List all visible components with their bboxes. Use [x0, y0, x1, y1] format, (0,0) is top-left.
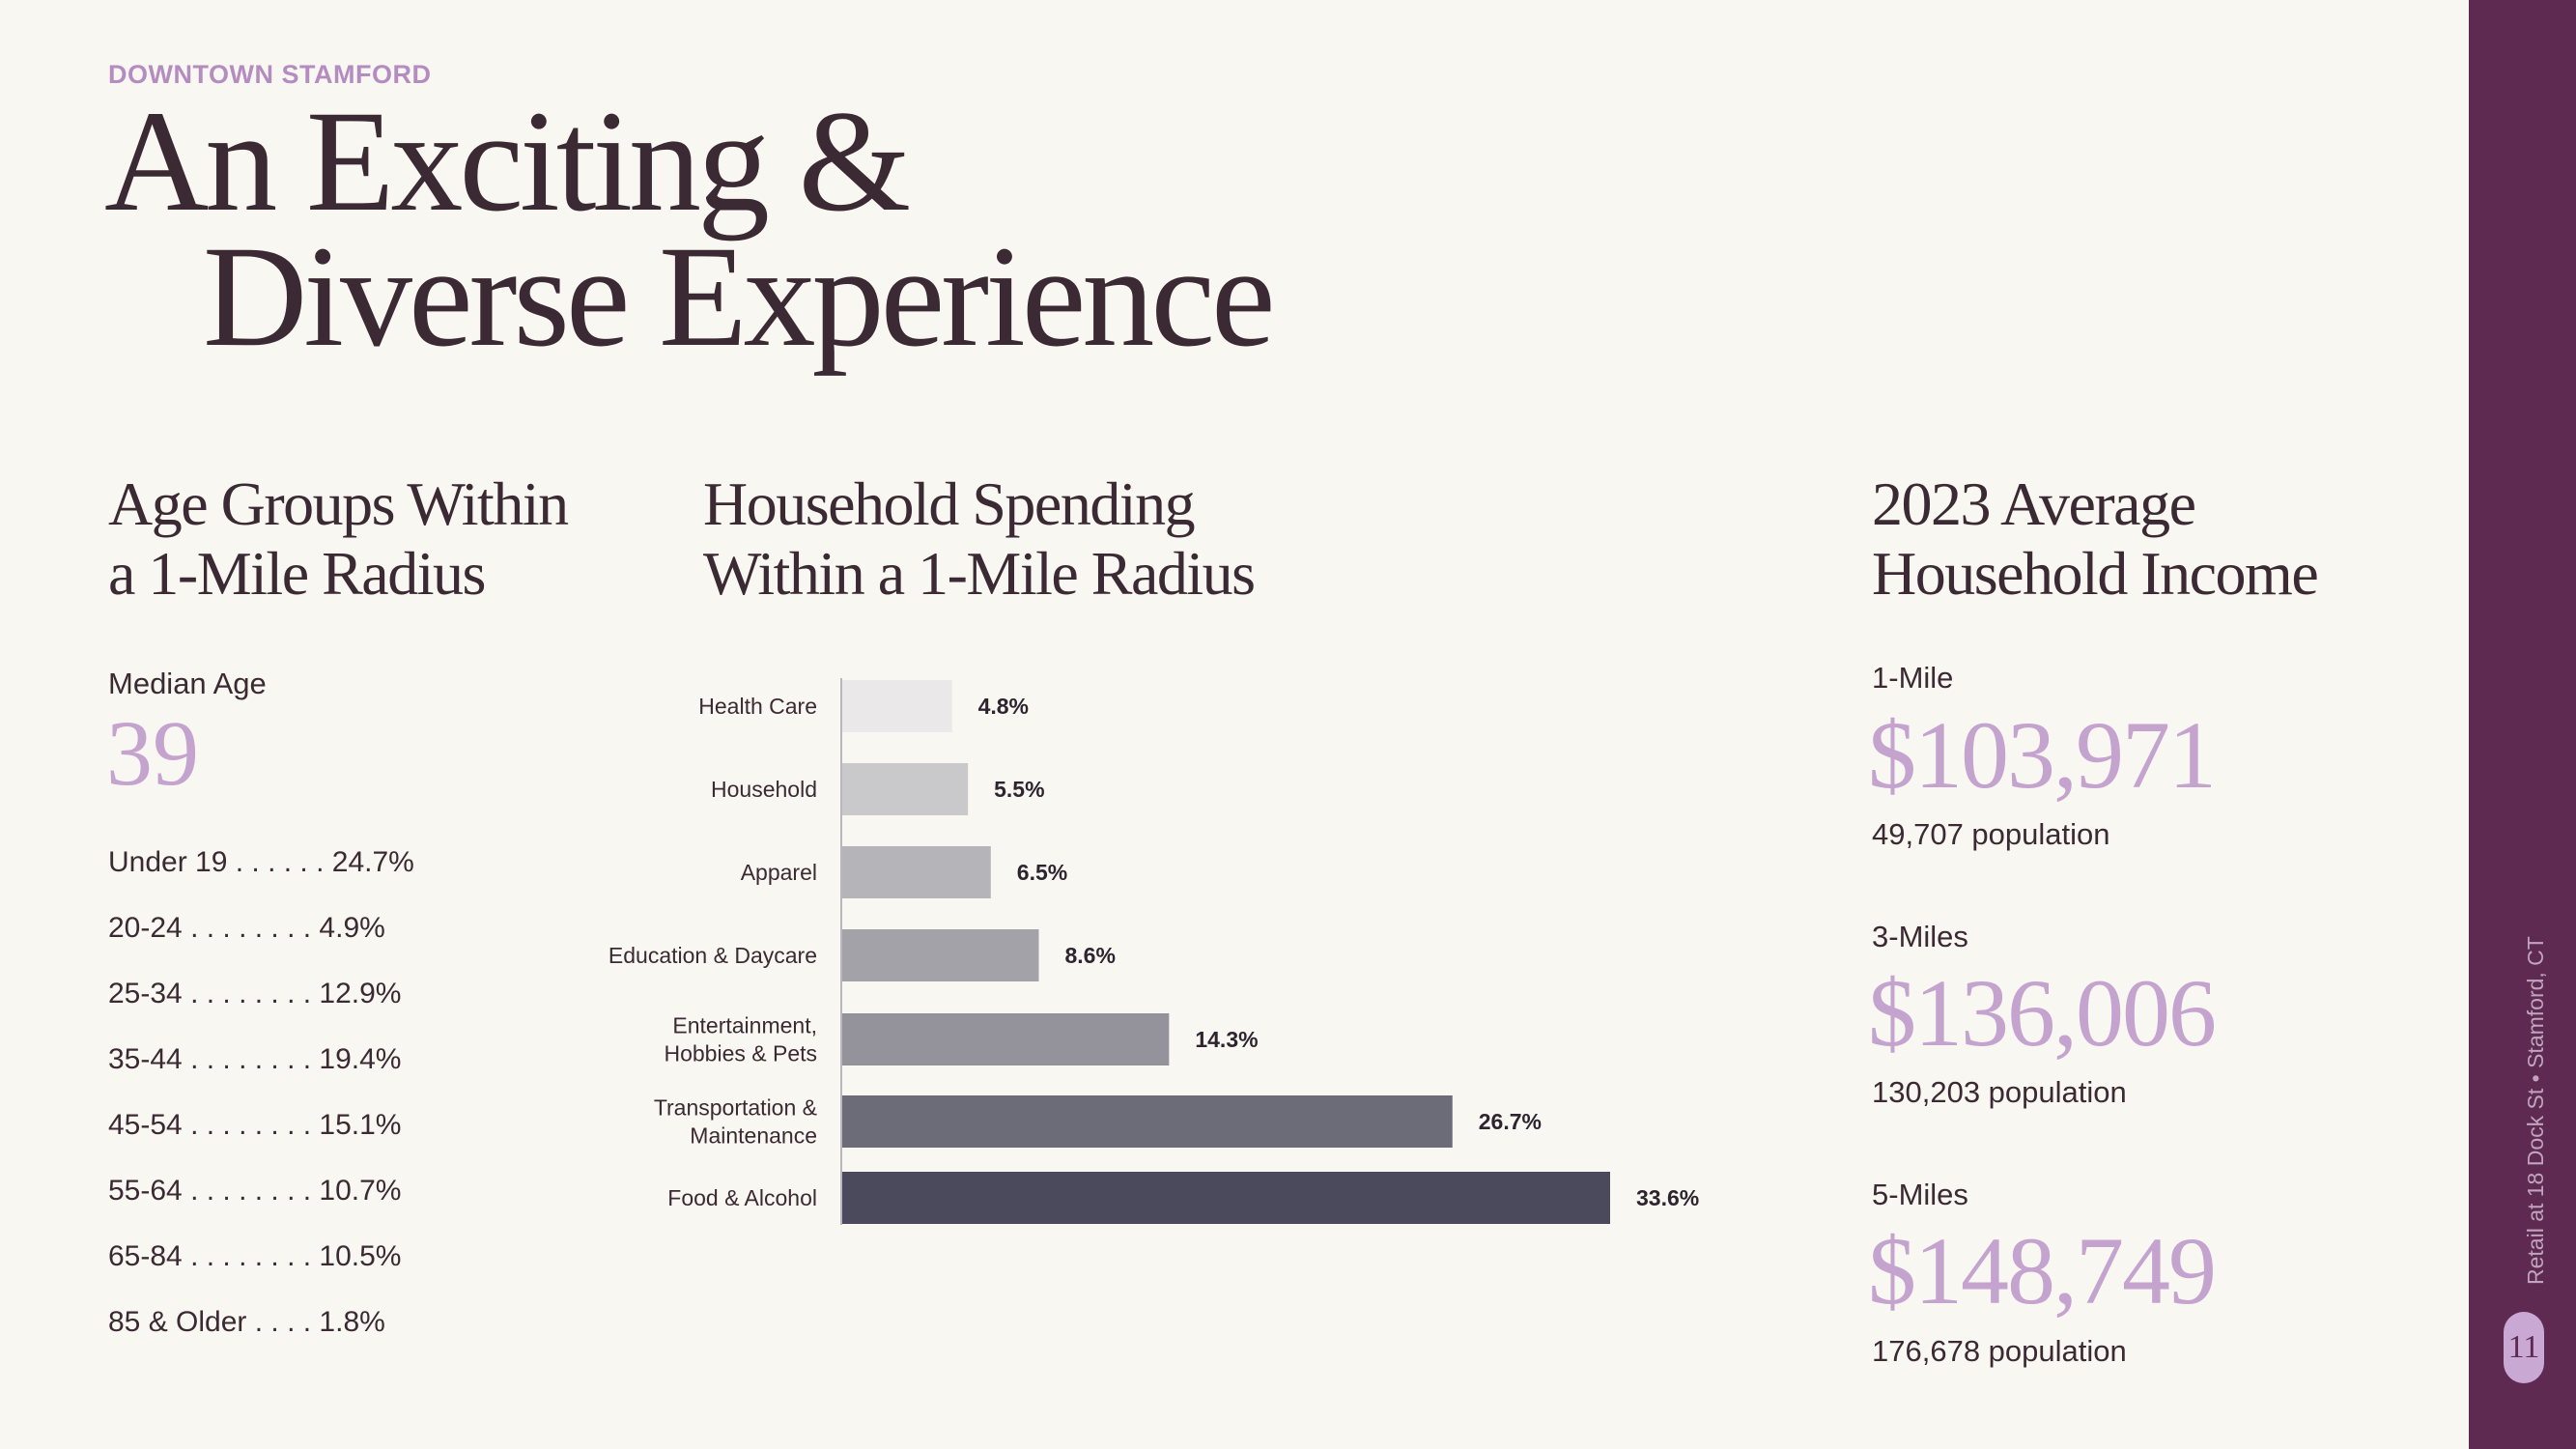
- income-population: 130,203 population: [1872, 1075, 2127, 1109]
- chart-value-label: 33.6%: [1636, 1185, 1699, 1210]
- chart-value-label: 8.6%: [1064, 943, 1115, 968]
- chart-bar: [842, 929, 1039, 981]
- page-title-line1: An Exciting &: [104, 81, 911, 242]
- side-bar: [2469, 0, 2576, 1449]
- spending-heading-line1: Household Spending: [703, 469, 1196, 538]
- chart-value-label: 4.8%: [978, 694, 1029, 719]
- median-age-label: Median Age: [108, 667, 267, 700]
- age-group-row: 45-54 . . . . . . . . 15.1%: [108, 1109, 402, 1141]
- chart-value-label: 26.7%: [1479, 1109, 1542, 1134]
- chart-value-label: 14.3%: [1195, 1027, 1258, 1052]
- income-value: $136,006: [1868, 959, 2217, 1066]
- household-income-heading: 2023 Average Household Income: [1872, 469, 2319, 609]
- eyebrow-label: DOWNTOWN STAMFORD: [108, 60, 432, 89]
- age-group-row: Under 19 . . . . . . 24.7%: [108, 846, 414, 878]
- income-radius-label: 1-Mile: [1872, 661, 1954, 695]
- income-population: 176,678 population: [1872, 1334, 2127, 1368]
- spending-heading-line2: Within a 1-Mile Radius: [703, 539, 1256, 608]
- income-value: $148,749: [1868, 1217, 2217, 1324]
- age-group-row: 35-44 . . . . . . . . 19.4%: [108, 1043, 402, 1075]
- income-value: $103,971: [1868, 701, 2217, 809]
- chart-category-label: Transportation &: [654, 1095, 817, 1121]
- page-title-line2: Diverse Experience: [203, 216, 1276, 377]
- age-heading-line2: a 1-Mile Radius: [108, 539, 486, 608]
- age-groups-heading: Age Groups Within a 1-Mile Radius: [108, 469, 569, 609]
- chart-bar: [842, 763, 969, 815]
- chart-category-label: Education & Daycare: [609, 943, 817, 968]
- age-group-row: 25-34 . . . . . . . . 12.9%: [108, 978, 402, 1009]
- income-population: 49,707 population: [1872, 817, 2110, 851]
- age-heading-line1: Age Groups Within: [108, 469, 569, 538]
- chart-bar: [842, 846, 991, 898]
- chart-value-label: 6.5%: [1017, 860, 1067, 885]
- page-number-badge: 11: [2504, 1312, 2544, 1383]
- age-group-row: 65-84 . . . . . . . . 10.5%: [108, 1240, 402, 1272]
- chart-category-label: Maintenance: [690, 1123, 817, 1149]
- chart-bar: [842, 680, 952, 732]
- side-caption-text: Retail at 18 Dock St • Stamford, CT: [2523, 936, 2548, 1285]
- income-radius-label: 5-Miles: [1872, 1178, 1968, 1211]
- chart-category-label: Hobbies & Pets: [664, 1041, 817, 1066]
- chart-category-label: Apparel: [741, 860, 817, 885]
- income-heading-line1: 2023 Average: [1872, 469, 2196, 538]
- chart-category-label: Household: [711, 777, 817, 802]
- chart-bar: [842, 1095, 1453, 1148]
- age-group-row: 85 & Older . . . . 1.8%: [108, 1306, 385, 1338]
- age-group-row: 20-24 . . . . . . . . 4.9%: [108, 912, 385, 944]
- household-spending-heading: Household Spending Within a 1-Mile Radiu…: [703, 469, 1256, 609]
- age-group-row: 55-64 . . . . . . . . 10.7%: [108, 1175, 402, 1207]
- income-heading-line2: Household Income: [1872, 539, 2319, 608]
- chart-category-label: Entertainment,: [672, 1013, 817, 1038]
- chart-bar: [842, 1013, 1170, 1065]
- median-age-value: 39: [106, 701, 199, 805]
- chart-category-label: Food & Alcohol: [667, 1185, 817, 1210]
- chart-category-label: Health Care: [698, 694, 817, 719]
- income-radius-label: 3-Miles: [1872, 920, 1968, 953]
- chart-value-label: 5.5%: [994, 777, 1044, 802]
- chart-bar: [842, 1172, 1610, 1224]
